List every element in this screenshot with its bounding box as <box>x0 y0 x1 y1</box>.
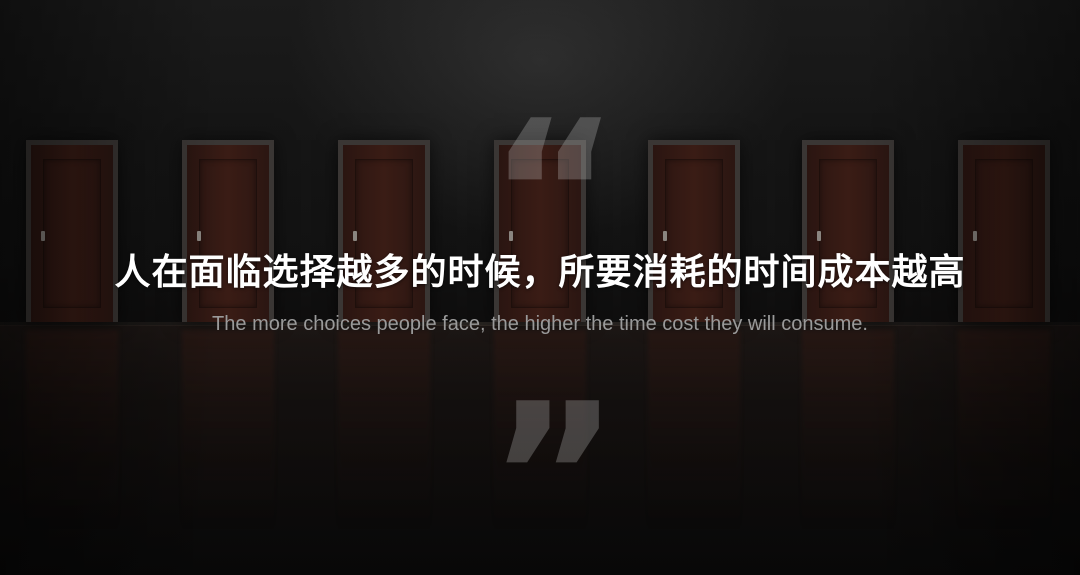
vignette-left <box>0 0 220 575</box>
door-reflection <box>802 330 894 530</box>
door <box>958 140 1050 322</box>
quote-text: 人在面临选择越多的时候，所要消耗的时间成本越高 <box>114 252 966 293</box>
open-quote-icon: “ <box>488 78 620 311</box>
door-reflection <box>338 330 430 530</box>
door-reflection <box>182 330 274 530</box>
door <box>338 140 430 322</box>
door-reflection <box>648 330 740 530</box>
door <box>802 140 894 322</box>
door-reflection <box>958 330 1050 530</box>
floor <box>0 325 1080 575</box>
floor-line <box>0 322 1080 326</box>
quote-translation: The more choices people face, the higher… <box>212 313 868 335</box>
door <box>182 140 274 322</box>
door <box>648 140 740 322</box>
door-reflection <box>26 330 118 530</box>
door-reflection <box>494 330 586 530</box>
door <box>26 140 118 322</box>
close-quote-icon: ” <box>488 361 620 575</box>
vignette-right <box>860 0 1080 575</box>
door <box>494 140 586 322</box>
